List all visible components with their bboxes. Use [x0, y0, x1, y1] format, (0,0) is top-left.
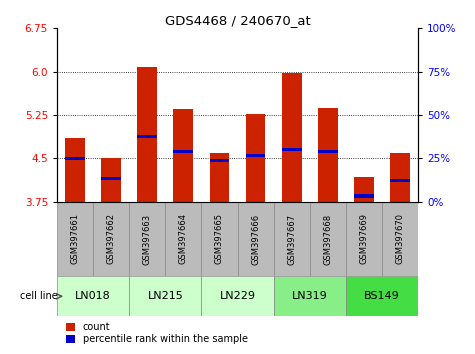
Bar — [346, 276, 418, 316]
Text: cell line: cell line — [19, 291, 57, 301]
Bar — [209, 153, 229, 202]
Bar — [346, 202, 382, 276]
Bar — [201, 276, 274, 316]
Bar — [246, 114, 266, 202]
Bar — [354, 194, 374, 198]
Text: BS149: BS149 — [364, 291, 400, 301]
Text: GSM397668: GSM397668 — [323, 213, 332, 264]
Bar — [318, 150, 338, 153]
Text: LN215: LN215 — [147, 291, 183, 301]
Bar — [282, 148, 302, 152]
Text: GSM397669: GSM397669 — [360, 213, 368, 264]
Bar — [310, 202, 346, 276]
Bar — [209, 159, 229, 162]
Bar — [93, 202, 129, 276]
Bar — [390, 179, 410, 182]
Bar — [101, 177, 121, 181]
Text: GSM397664: GSM397664 — [179, 213, 188, 264]
Bar — [137, 135, 157, 138]
Bar — [318, 108, 338, 202]
Bar — [137, 67, 157, 202]
Bar — [101, 158, 121, 202]
Bar — [282, 73, 302, 202]
Text: GSM397663: GSM397663 — [143, 213, 152, 264]
Bar — [354, 177, 374, 202]
Text: GSM397666: GSM397666 — [251, 213, 260, 264]
Text: LN319: LN319 — [292, 291, 328, 301]
Bar — [57, 202, 93, 276]
Bar — [201, 202, 238, 276]
Text: GSM397661: GSM397661 — [71, 213, 79, 264]
Bar — [173, 150, 193, 153]
Bar — [274, 276, 346, 316]
Bar — [390, 153, 410, 202]
Bar — [238, 202, 274, 276]
Bar — [173, 109, 193, 202]
Bar — [382, 202, 418, 276]
Bar — [65, 138, 85, 202]
Bar — [165, 202, 201, 276]
Text: LN229: LN229 — [219, 291, 256, 301]
Title: GDS4468 / 240670_at: GDS4468 / 240670_at — [165, 14, 310, 27]
Text: LN018: LN018 — [75, 291, 111, 301]
Text: GSM397670: GSM397670 — [396, 213, 404, 264]
Text: GSM397667: GSM397667 — [287, 213, 296, 264]
Bar — [57, 276, 129, 316]
Bar — [274, 202, 310, 276]
Bar — [246, 154, 266, 157]
Bar — [65, 157, 85, 160]
Text: GSM397662: GSM397662 — [107, 213, 115, 264]
Text: GSM397665: GSM397665 — [215, 213, 224, 264]
Bar — [129, 202, 165, 276]
Legend: count, percentile rank within the sample: count, percentile rank within the sample — [66, 321, 249, 345]
Bar — [129, 276, 201, 316]
